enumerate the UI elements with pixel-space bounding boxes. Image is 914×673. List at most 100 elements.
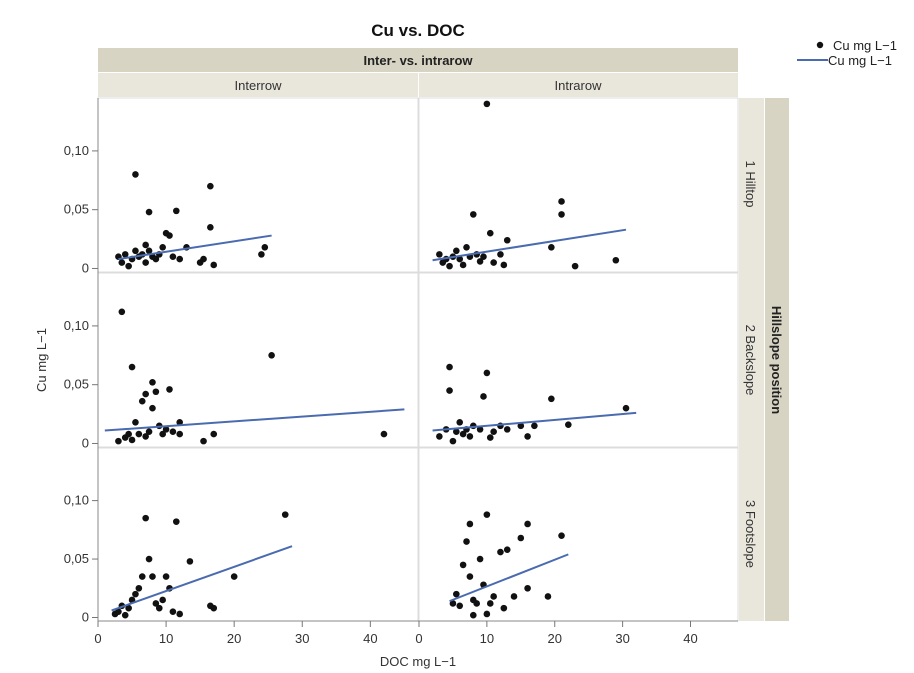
- data-point: [207, 182, 214, 190]
- row-group-header: Hillslope position: [769, 306, 784, 414]
- data-point: [380, 430, 388, 438]
- data-point: [230, 573, 238, 580]
- data-point: [162, 573, 170, 580]
- y-tick-label: 0,10: [64, 493, 89, 508]
- row-header-strip-bg: [739, 98, 764, 621]
- data-point: [483, 511, 491, 518]
- legend-marker-icon: [816, 41, 824, 49]
- x-tick-label: 20: [548, 631, 562, 646]
- data-point: [548, 244, 555, 251]
- data-point: [142, 241, 149, 249]
- data-point: [486, 600, 494, 607]
- x-tick-label: 0: [94, 631, 101, 646]
- data-point: [162, 426, 170, 433]
- data-point: [449, 437, 457, 445]
- data-point: [152, 600, 160, 607]
- data-point: [456, 419, 464, 426]
- data-point: [169, 428, 177, 436]
- y-tick-label: 0,10: [64, 318, 89, 333]
- column-header-intrarow: Intrarow: [555, 78, 603, 93]
- data-point: [138, 573, 146, 580]
- data-point: [463, 538, 470, 545]
- data-point: [558, 211, 565, 218]
- x-tick-label: 0: [415, 631, 422, 646]
- data-point: [486, 434, 494, 441]
- data-point: [128, 363, 136, 371]
- data-point: [145, 208, 153, 216]
- fit-line: [104, 408, 405, 432]
- data-point: [152, 388, 160, 396]
- data-point: [118, 308, 126, 316]
- data-point: [132, 247, 139, 255]
- y-tick-label: 0,05: [64, 377, 89, 392]
- data-point: [176, 430, 184, 438]
- data-point: [172, 207, 180, 215]
- fit-line: [449, 553, 569, 603]
- data-point: [159, 596, 166, 604]
- data-point: [453, 247, 460, 255]
- y-tick-label: 0,10: [64, 143, 89, 158]
- x-tick-label: 40: [363, 631, 377, 646]
- data-point: [258, 251, 265, 258]
- data-point: [142, 514, 149, 522]
- data-point: [142, 433, 149, 440]
- x-tick-label: 10: [159, 631, 173, 646]
- data-point: [480, 253, 487, 261]
- data-point: [159, 430, 166, 438]
- column-header-interrow: Interrow: [235, 78, 283, 93]
- data-point: [503, 426, 511, 433]
- data-point: [548, 395, 555, 403]
- data-point: [176, 419, 184, 426]
- data-point: [210, 261, 218, 269]
- data-point: [476, 555, 484, 563]
- data-point: [152, 255, 160, 263]
- data-point: [490, 428, 497, 436]
- data-point: [142, 390, 149, 398]
- x-tick-label: 20: [227, 631, 241, 646]
- data-point: [210, 604, 218, 612]
- data-point: [469, 211, 477, 218]
- data-point: [159, 244, 166, 251]
- data-point: [490, 259, 497, 266]
- legend-label-points: Cu mg L−1: [833, 38, 897, 53]
- data-point: [517, 422, 525, 430]
- data-point: [486, 229, 494, 237]
- data-point: [135, 584, 143, 592]
- y-tick-label: 0,05: [64, 202, 89, 217]
- data-point: [490, 593, 497, 600]
- data-point: [166, 386, 173, 393]
- data-point: [544, 593, 552, 600]
- data-point: [125, 262, 132, 270]
- data-point: [268, 351, 275, 359]
- data-point: [456, 255, 464, 263]
- y-tick-label: 0: [82, 609, 89, 624]
- data-point: [500, 261, 508, 269]
- data-point: [166, 232, 173, 239]
- data-point: [261, 244, 269, 251]
- data-point: [510, 593, 518, 600]
- data-point: [453, 590, 460, 598]
- data-point: [436, 251, 443, 258]
- legend-label-fit: Cu mg L−1: [828, 53, 892, 68]
- data-point: [115, 437, 122, 445]
- data-point: [571, 262, 579, 270]
- column-group-header: Inter- vs. intrarow: [363, 53, 473, 68]
- row-header-footslope: 3 Footslope: [743, 500, 758, 568]
- data-point: [622, 404, 630, 412]
- data-point: [517, 534, 525, 542]
- data-point: [207, 224, 214, 231]
- panel-grid: 0 0,05 0,10 0 0,05 0,10 0 0,05 0,10 0 10 20 30 40 0 10 2…: [64, 97, 739, 646]
- data-point: [466, 520, 474, 528]
- data-point: [172, 518, 180, 525]
- data-point: [149, 379, 156, 386]
- data-point: [145, 555, 153, 563]
- data-point: [132, 171, 139, 178]
- fit-line: [118, 234, 272, 261]
- data-point: [476, 426, 484, 433]
- data-point: [612, 256, 620, 264]
- data-point: [497, 251, 504, 258]
- column-group-header-bg: [98, 48, 738, 72]
- x-tick-label: 40: [683, 631, 697, 646]
- data-point: [132, 590, 139, 598]
